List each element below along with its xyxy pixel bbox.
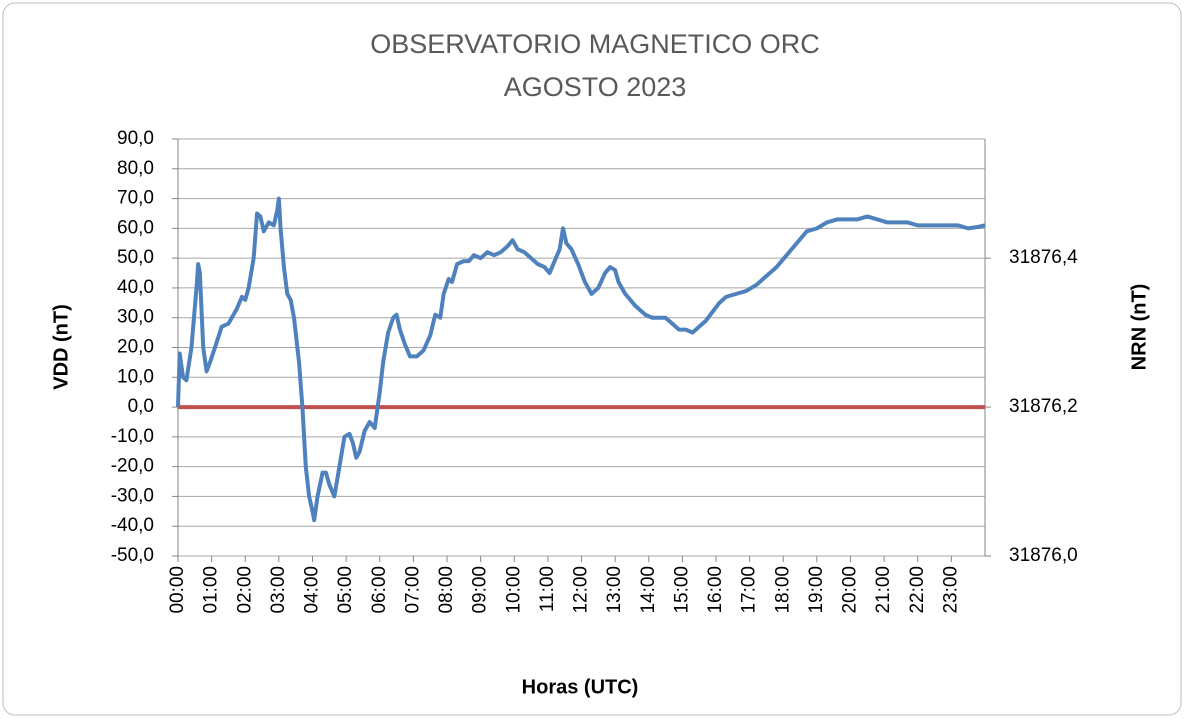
chart-subtitle: AGOSTO 2023 [504, 72, 687, 102]
y-tick-label: 60,0 [117, 217, 154, 238]
x-tick-label: 09:00 [470, 566, 491, 614]
x-tick-label: 14:00 [638, 566, 659, 614]
x-tick-label: 15:00 [671, 566, 692, 614]
x-axis-title: Horas (UTC) [522, 676, 639, 698]
x-tick-label: 21:00 [873, 566, 894, 614]
chart-title: OBSERVATORIO MAGNETICO ORC [370, 29, 820, 59]
x-tick-label: 08:00 [436, 566, 457, 614]
x-tick-label: 12:00 [571, 566, 592, 614]
x-tick-label: 05:00 [335, 566, 356, 614]
y-tick-label: 10,0 [117, 366, 154, 387]
x-tick-label: 20:00 [840, 566, 861, 614]
y-tick-label: 90,0 [117, 128, 154, 149]
x-tick-label: 17:00 [739, 566, 760, 614]
y-tick-label: -10,0 [111, 426, 154, 447]
y2-tick-label: 31876,4 [1009, 247, 1078, 268]
x-tick-label: 03:00 [268, 566, 289, 614]
y-tick-label: 30,0 [117, 307, 154, 328]
y-tick-label: -30,0 [111, 485, 154, 506]
y-tick-label: 40,0 [117, 277, 154, 298]
chart-border [2, 2, 1182, 716]
x-tick-label: 01:00 [201, 566, 222, 614]
y-tick-label: 70,0 [117, 188, 154, 209]
x-tick-label: 16:00 [705, 566, 726, 614]
x-tick-label: 10:00 [503, 566, 524, 614]
x-tick-label: 11:00 [537, 566, 558, 612]
y-tick-label: 80,0 [117, 158, 154, 179]
y-tick-label: 50,0 [117, 247, 154, 268]
x-tick-label: 19:00 [806, 566, 827, 614]
x-tick-label: 23:00 [940, 566, 961, 614]
x-tick-label: 00:00 [167, 566, 188, 614]
y-tick-label: -50,0 [111, 545, 154, 566]
y2-tick-label: 31876,2 [1009, 396, 1078, 417]
y-tick-label: -20,0 [111, 456, 154, 477]
x-tick-label: 18:00 [772, 566, 793, 614]
y2-axis-title: NRN (nT) [1128, 284, 1150, 371]
y-axis-title: VDD (nT) [50, 304, 72, 390]
x-tick-label: 02:00 [234, 566, 255, 614]
x-tick-label: 22:00 [907, 566, 928, 614]
x-tick-label: 06:00 [369, 566, 390, 614]
y-tick-label: 0,0 [128, 396, 154, 417]
x-tick-label: 07:00 [402, 566, 423, 614]
x-tick-label: 04:00 [302, 566, 323, 614]
x-tick-label: 13:00 [604, 566, 625, 614]
y-tick-label: 20,0 [117, 337, 154, 358]
y-tick-label: -40,0 [111, 515, 154, 536]
y2-tick-label: 31876,0 [1009, 545, 1078, 566]
series-line [176, 196, 986, 523]
